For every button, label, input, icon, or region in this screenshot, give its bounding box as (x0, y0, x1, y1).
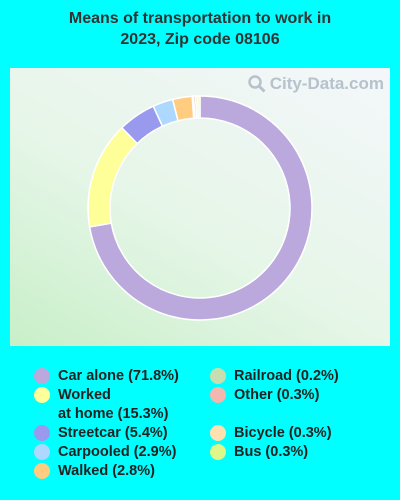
magnifier-icon (247, 75, 266, 93)
legend-item-car-alone: Car alone (71.8%) (34, 367, 179, 386)
legend-item-bicycle: Bicycle (0.3%) (210, 424, 332, 443)
legend-label-bus: Bus (0.3%) (234, 444, 309, 460)
watermark-text: City-Data.com (269, 74, 384, 93)
chart-title-line-1: Means of transportation to work in (68, 10, 332, 27)
legend-swatch-car-alone (34, 368, 50, 384)
legend-label-streetcar: Streetcar (5.4%) (58, 425, 168, 441)
legend-label-walked: Walked (2.8%) (58, 463, 155, 479)
legend-label-car-alone: Car alone (71.8%) (58, 368, 179, 384)
legend-label-carpooled: Carpooled (2.9%) (58, 444, 177, 460)
legend-swatch-bicycle (210, 425, 226, 441)
legend-swatch-bus (210, 444, 226, 460)
legend-swatch-other (210, 387, 226, 403)
chart-title: Means of transportation to work in 2023,… (0, 8, 400, 50)
legend-swatch-walked (34, 463, 50, 479)
legend-item-railroad: Railroad (0.2%) (210, 367, 339, 386)
legend-item-bus: Bus (0.3%) (210, 443, 308, 462)
legend: Car alone (71.8%) Worked at home (15.3%) S… (0, 367, 400, 487)
legend-label-railroad: Railroad (0.2%) (234, 368, 339, 384)
legend-swatch-worked-at-home (34, 387, 50, 403)
legend-label-worked-at-home: Worked at home (15.3%) (58, 387, 169, 422)
legend-item-walked: Walked (2.8%) (34, 462, 155, 481)
legend-swatch-carpooled (34, 444, 50, 460)
watermark: City-Data.com (247, 74, 384, 94)
legend-item-worked-at-home: Worked at home (15.3%) (34, 386, 168, 424)
legend-swatch-streetcar (34, 425, 50, 441)
donut-slice-bus (197, 95, 201, 119)
donut-slice-worked-at-home (87, 126, 139, 228)
legend-label-bicycle: Bicycle (0.3%) (234, 425, 332, 441)
legend-swatch-railroad (210, 368, 226, 384)
legend-item-other: Other (0.3%) (210, 386, 319, 405)
chart-title-line-2: 2023, Zip code 08106 (120, 31, 280, 48)
legend-item-streetcar: Streetcar (5.4%) (34, 424, 168, 443)
legend-item-carpooled: Carpooled (2.9%) (34, 443, 176, 462)
donut-slice-car-alone (88, 95, 313, 321)
legend-label-other: Other (0.3%) (234, 387, 320, 403)
